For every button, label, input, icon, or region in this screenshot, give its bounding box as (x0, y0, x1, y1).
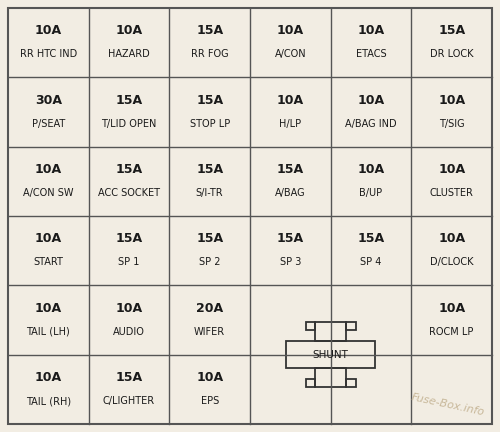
Text: A/CON SW: A/CON SW (23, 188, 74, 198)
Bar (316, 322, 346, 341)
Text: 20A: 20A (196, 302, 223, 315)
Text: 10A: 10A (438, 94, 465, 107)
Text: 10A: 10A (35, 24, 62, 38)
Text: A/BAG: A/BAG (275, 188, 306, 198)
Text: RR HTC IND: RR HTC IND (20, 49, 77, 60)
Text: 15A: 15A (358, 232, 384, 245)
Text: TAIL (LH): TAIL (LH) (26, 327, 70, 337)
Text: 15A: 15A (196, 24, 223, 38)
Text: 10A: 10A (358, 24, 384, 38)
Text: SHUNT: SHUNT (312, 349, 348, 360)
Text: 15A: 15A (116, 232, 142, 245)
Text: 10A: 10A (358, 163, 384, 176)
Text: 15A: 15A (277, 163, 304, 176)
Text: H/LP: H/LP (280, 119, 301, 129)
Text: C/LIGHTER: C/LIGHTER (103, 396, 155, 406)
Text: DR LOCK: DR LOCK (430, 49, 474, 60)
Text: 15A: 15A (116, 371, 142, 384)
Text: 10A: 10A (277, 24, 304, 38)
Bar (316, 368, 346, 387)
Text: 10A: 10A (35, 232, 62, 245)
Bar (306, 379, 316, 387)
Text: 10A: 10A (35, 302, 62, 315)
Text: 30A: 30A (35, 94, 62, 107)
Text: 10A: 10A (116, 24, 142, 38)
Text: START: START (34, 257, 64, 267)
Text: SP 4: SP 4 (360, 257, 382, 267)
Text: A/BAG IND: A/BAG IND (345, 119, 397, 129)
Text: EPS: EPS (200, 396, 219, 406)
Text: T/SIG: T/SIG (439, 119, 464, 129)
Text: 10A: 10A (35, 163, 62, 176)
Text: 15A: 15A (438, 24, 465, 38)
Bar (306, 322, 316, 330)
Text: WIFER: WIFER (194, 327, 225, 337)
Text: 15A: 15A (116, 94, 142, 107)
Text: 15A: 15A (277, 232, 304, 245)
Text: 15A: 15A (196, 232, 223, 245)
Text: 10A: 10A (438, 232, 465, 245)
Text: HAZARD: HAZARD (108, 49, 150, 60)
Text: B/UP: B/UP (360, 188, 382, 198)
Text: P/SEAT: P/SEAT (32, 119, 65, 129)
Text: A/CON: A/CON (274, 49, 306, 60)
Text: RR FOG: RR FOG (191, 49, 228, 60)
Bar (346, 379, 356, 387)
Text: 10A: 10A (116, 302, 142, 315)
Text: Fuse-Box.info: Fuse-Box.info (410, 392, 486, 417)
Text: T/LID OPEN: T/LID OPEN (102, 119, 156, 129)
Text: 15A: 15A (196, 94, 223, 107)
Text: 15A: 15A (196, 163, 223, 176)
Text: CLUSTER: CLUSTER (430, 188, 474, 198)
Text: STOP LP: STOP LP (190, 119, 230, 129)
Bar (286, 341, 375, 368)
Bar (346, 322, 356, 330)
Text: S/I-TR: S/I-TR (196, 188, 224, 198)
Text: ACC SOCKET: ACC SOCKET (98, 188, 160, 198)
Text: SP 1: SP 1 (118, 257, 140, 267)
Text: 10A: 10A (35, 371, 62, 384)
Text: D/CLOCK: D/CLOCK (430, 257, 474, 267)
Text: SP 2: SP 2 (199, 257, 220, 267)
Text: AUDIO: AUDIO (113, 327, 145, 337)
Text: 10A: 10A (196, 371, 223, 384)
Text: 10A: 10A (277, 94, 304, 107)
Text: SP 3: SP 3 (280, 257, 301, 267)
Text: ETACS: ETACS (356, 49, 386, 60)
Text: 10A: 10A (438, 163, 465, 176)
Text: 10A: 10A (438, 302, 465, 315)
Text: 15A: 15A (116, 163, 142, 176)
Text: TAIL (RH): TAIL (RH) (26, 396, 71, 406)
Text: ROCM LP: ROCM LP (430, 327, 474, 337)
Text: 10A: 10A (358, 94, 384, 107)
